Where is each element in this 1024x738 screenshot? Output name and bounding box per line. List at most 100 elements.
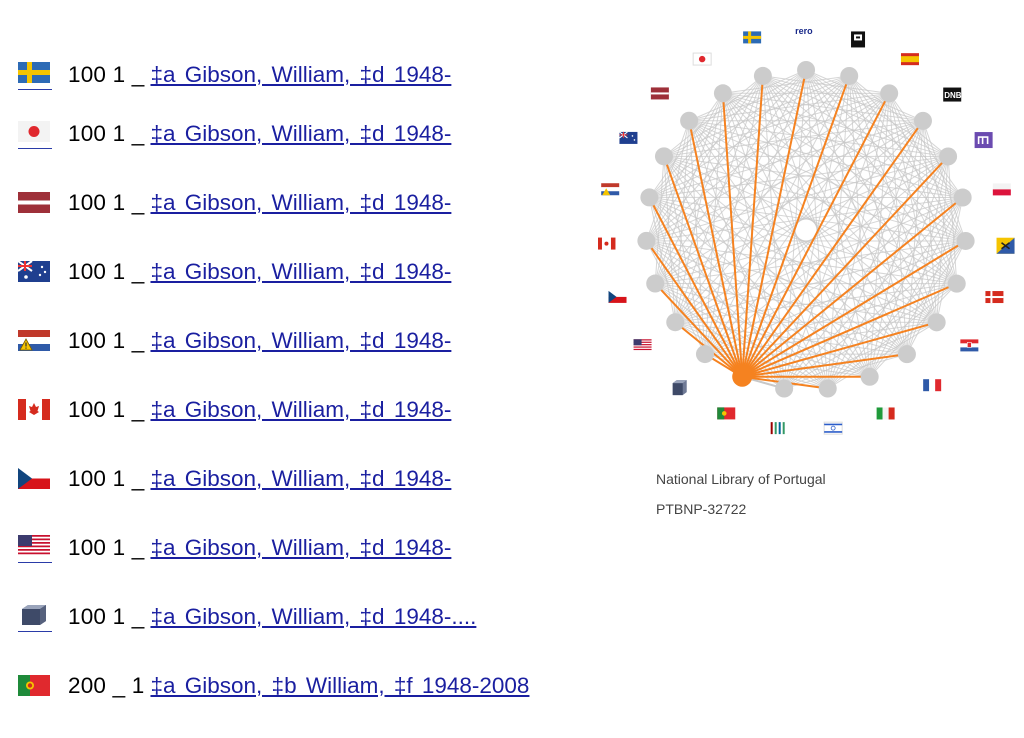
cz-flag-icon[interactable] [608, 290, 627, 303]
record-link[interactable]: ‡a Gibson, William, ‡d 1948- [150, 534, 452, 560]
graph-node-jp[interactable] [713, 84, 732, 103]
pt-flag-icon [18, 673, 52, 699]
highlight-edge [741, 240, 967, 378]
se-flag-icon[interactable] [18, 60, 52, 90]
graph-node-rero[interactable] [797, 61, 816, 80]
record-tag: 100 1 _ [68, 120, 145, 146]
au-flag-icon[interactable] [619, 131, 638, 144]
record-tag: 100 1 _ [68, 258, 145, 284]
graph-node-ca[interactable] [637, 231, 656, 250]
graph-edge [827, 240, 966, 389]
graph-edge [654, 283, 828, 389]
cluster-graph-svg[interactable]: DNB rero [598, 22, 1018, 442]
graph-edge [689, 92, 890, 122]
fr-flag-icon[interactable] [923, 379, 942, 392]
graph-edge [654, 92, 890, 284]
graph-node-dk[interactable] [947, 274, 966, 293]
record-link[interactable]: ‡a Gibson, William, ‡d 1948- [150, 258, 452, 284]
record-link[interactable]: ‡a Gibson, William, ‡d 1948-.... [150, 603, 477, 629]
graph-node-pt[interactable] [732, 366, 753, 387]
jp-flag-icon[interactable] [692, 52, 712, 66]
lv-flag-icon[interactable] [650, 87, 669, 100]
graph-node-cz[interactable] [646, 274, 665, 293]
highlight-edges [645, 69, 967, 390]
graph-node-wkp[interactable] [775, 379, 794, 398]
wikidata-icon[interactable] [769, 422, 788, 435]
graph-edge [646, 120, 924, 242]
graph-node-hr[interactable] [927, 313, 946, 332]
graph-edge [722, 92, 924, 122]
graph-node-bnc[interactable] [956, 231, 975, 250]
record-link[interactable]: ‡a Gibson, William, ‡d 1948- [150, 396, 452, 422]
graph-edge [645, 240, 706, 355]
hr-flag-icon[interactable] [960, 339, 979, 352]
lv-flag-icon [18, 190, 52, 216]
rero-logo-icon[interactable]: rero [795, 26, 813, 36]
graph-node-pl[interactable] [953, 188, 972, 207]
highlight-edge [663, 156, 744, 378]
graph-node-lv[interactable] [680, 111, 699, 130]
graph-node-es[interactable] [880, 84, 899, 103]
graph-edge [922, 120, 938, 323]
graph-edge [848, 75, 908, 355]
jp-flag-icon[interactable] [18, 119, 52, 149]
graph-edge [869, 283, 958, 378]
record-link[interactable]: ‡a Gibson, ‡b William, ‡f 1948-2008 [150, 672, 530, 698]
graph-edge [827, 197, 964, 389]
bnf-logo-icon[interactable] [851, 31, 866, 48]
graph-node-nl[interactable] [640, 188, 659, 207]
us-flag-icon[interactable] [18, 533, 52, 563]
graph-node-bnf[interactable] [840, 66, 859, 85]
graph-edge [848, 75, 949, 157]
graph-edge [654, 93, 724, 284]
graph-node-il[interactable] [818, 379, 837, 398]
record-link[interactable]: ‡a Gibson, William, ‡d 1948- [150, 61, 452, 87]
catalonia-star-icon[interactable] [996, 237, 1015, 254]
graph-edge [936, 197, 964, 323]
dnb-logo-icon[interactable]: DNB [943, 87, 962, 102]
pt-flag-icon[interactable] [717, 407, 736, 420]
nl-warning-flag-icon[interactable] [601, 183, 620, 196]
record-link[interactable]: ‡a Gibson, William, ‡d 1948- [150, 327, 452, 353]
graph-edge [655, 283, 870, 378]
graph-node-au[interactable] [654, 147, 673, 166]
record-link[interactable]: ‡a Gibson, William, ‡d 1948- [150, 465, 452, 491]
cz-flag-icon [18, 466, 52, 492]
highlight-edge [721, 93, 744, 377]
graph-node-dnb[interactable] [913, 111, 932, 130]
highlight-edge [654, 282, 743, 378]
it-flag-icon[interactable] [876, 407, 895, 420]
graph-node-it[interactable] [860, 367, 879, 386]
graph-node-se[interactable] [753, 66, 772, 85]
graph-edge [646, 92, 890, 242]
graph-edge [663, 92, 890, 157]
graph-node-us[interactable] [666, 313, 685, 332]
isni-cube-icon[interactable] [18, 602, 52, 632]
record-row: 100 1 _ ‡a Gibson, William, ‡d 1948- [18, 168, 529, 237]
cluster-graph[interactable]: DNB rero [598, 22, 1018, 442]
pl-flag-icon[interactable] [992, 183, 1011, 196]
us-flag-icon[interactable] [633, 339, 652, 352]
graph-edge [848, 75, 958, 284]
ca-flag-icon[interactable] [598, 237, 616, 250]
es-flag-icon[interactable] [900, 53, 919, 66]
dk-flag-icon[interactable] [985, 291, 1004, 304]
graph-edge [869, 156, 949, 377]
nukat-icon[interactable] [974, 132, 993, 149]
graph-edge [762, 75, 958, 284]
isni-cube-icon[interactable] [672, 380, 687, 396]
record-link[interactable]: ‡a Gibson, William, ‡d 1948- [150, 120, 452, 146]
highlight-edge [741, 69, 808, 377]
record-link[interactable]: ‡a Gibson, William, ‡d 1948- [150, 189, 452, 215]
graph-edge [704, 75, 764, 355]
record-row: 100 1 _ ‡a Gibson, William, ‡d 1948- [18, 237, 529, 306]
il-flag-icon[interactable] [823, 421, 843, 435]
se-flag-icon[interactable] [743, 31, 762, 44]
graph-node-nukat[interactable] [939, 147, 958, 166]
record-tag: 100 1 _ [68, 327, 145, 353]
graph-edge [654, 75, 764, 284]
graph-node-isni[interactable] [695, 345, 714, 364]
graph-edge [654, 120, 924, 284]
graph-node-fr[interactable] [897, 345, 916, 364]
source-info: National Library of Portugal PTBNP-32722 [656, 471, 826, 531]
